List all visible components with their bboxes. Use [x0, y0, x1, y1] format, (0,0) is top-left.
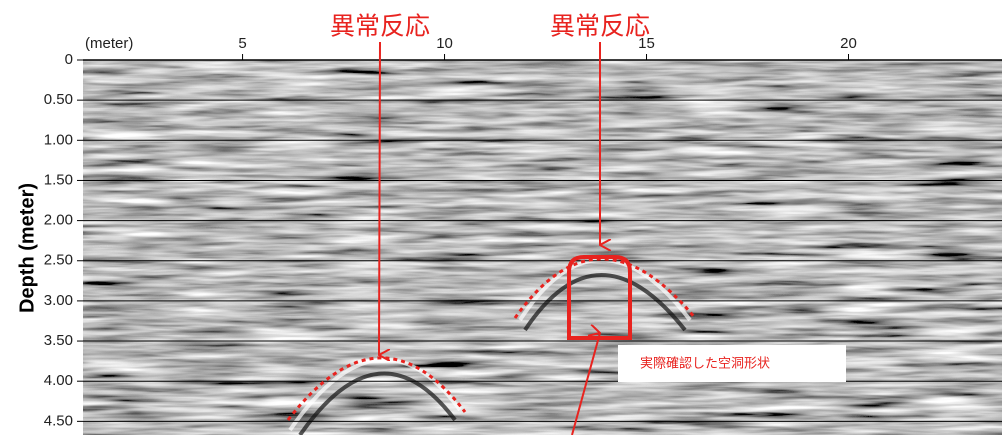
x-tick-label: 15	[638, 35, 655, 52]
y-axis-label: Depth (meter)	[16, 183, 38, 313]
y-tick-label: 3.00	[44, 292, 73, 309]
radargram-figure: (meter) Depth (meter) 異常反応 異常反応 実際確認した空洞…	[0, 0, 1002, 435]
arrow	[379, 42, 380, 355]
y-tick-label: 2.00	[44, 212, 73, 229]
cavity-note: 実際確認した空洞形状	[640, 355, 770, 370]
x-tick-label: 10	[436, 35, 453, 52]
radargram-texture	[83, 60, 1002, 435]
x-unit-label: (meter)	[85, 35, 133, 52]
anomaly-label: 異常反応	[330, 12, 430, 41]
y-tick-label: 1.00	[44, 131, 73, 148]
y-tick-label: 1.50	[44, 171, 73, 188]
y-tick-label: 0	[65, 51, 73, 68]
y-tick-label: 4.00	[44, 372, 73, 389]
y-tick-label: 4.50	[44, 412, 73, 429]
y-tick-label: 0.50	[44, 91, 73, 108]
y-tick-label: 2.50	[44, 252, 73, 269]
y-tick-label: 3.50	[44, 332, 73, 349]
x-tick-label: 5	[238, 35, 246, 52]
x-tick-label: 20	[840, 35, 857, 52]
anomaly-label: 異常反応	[550, 12, 650, 41]
